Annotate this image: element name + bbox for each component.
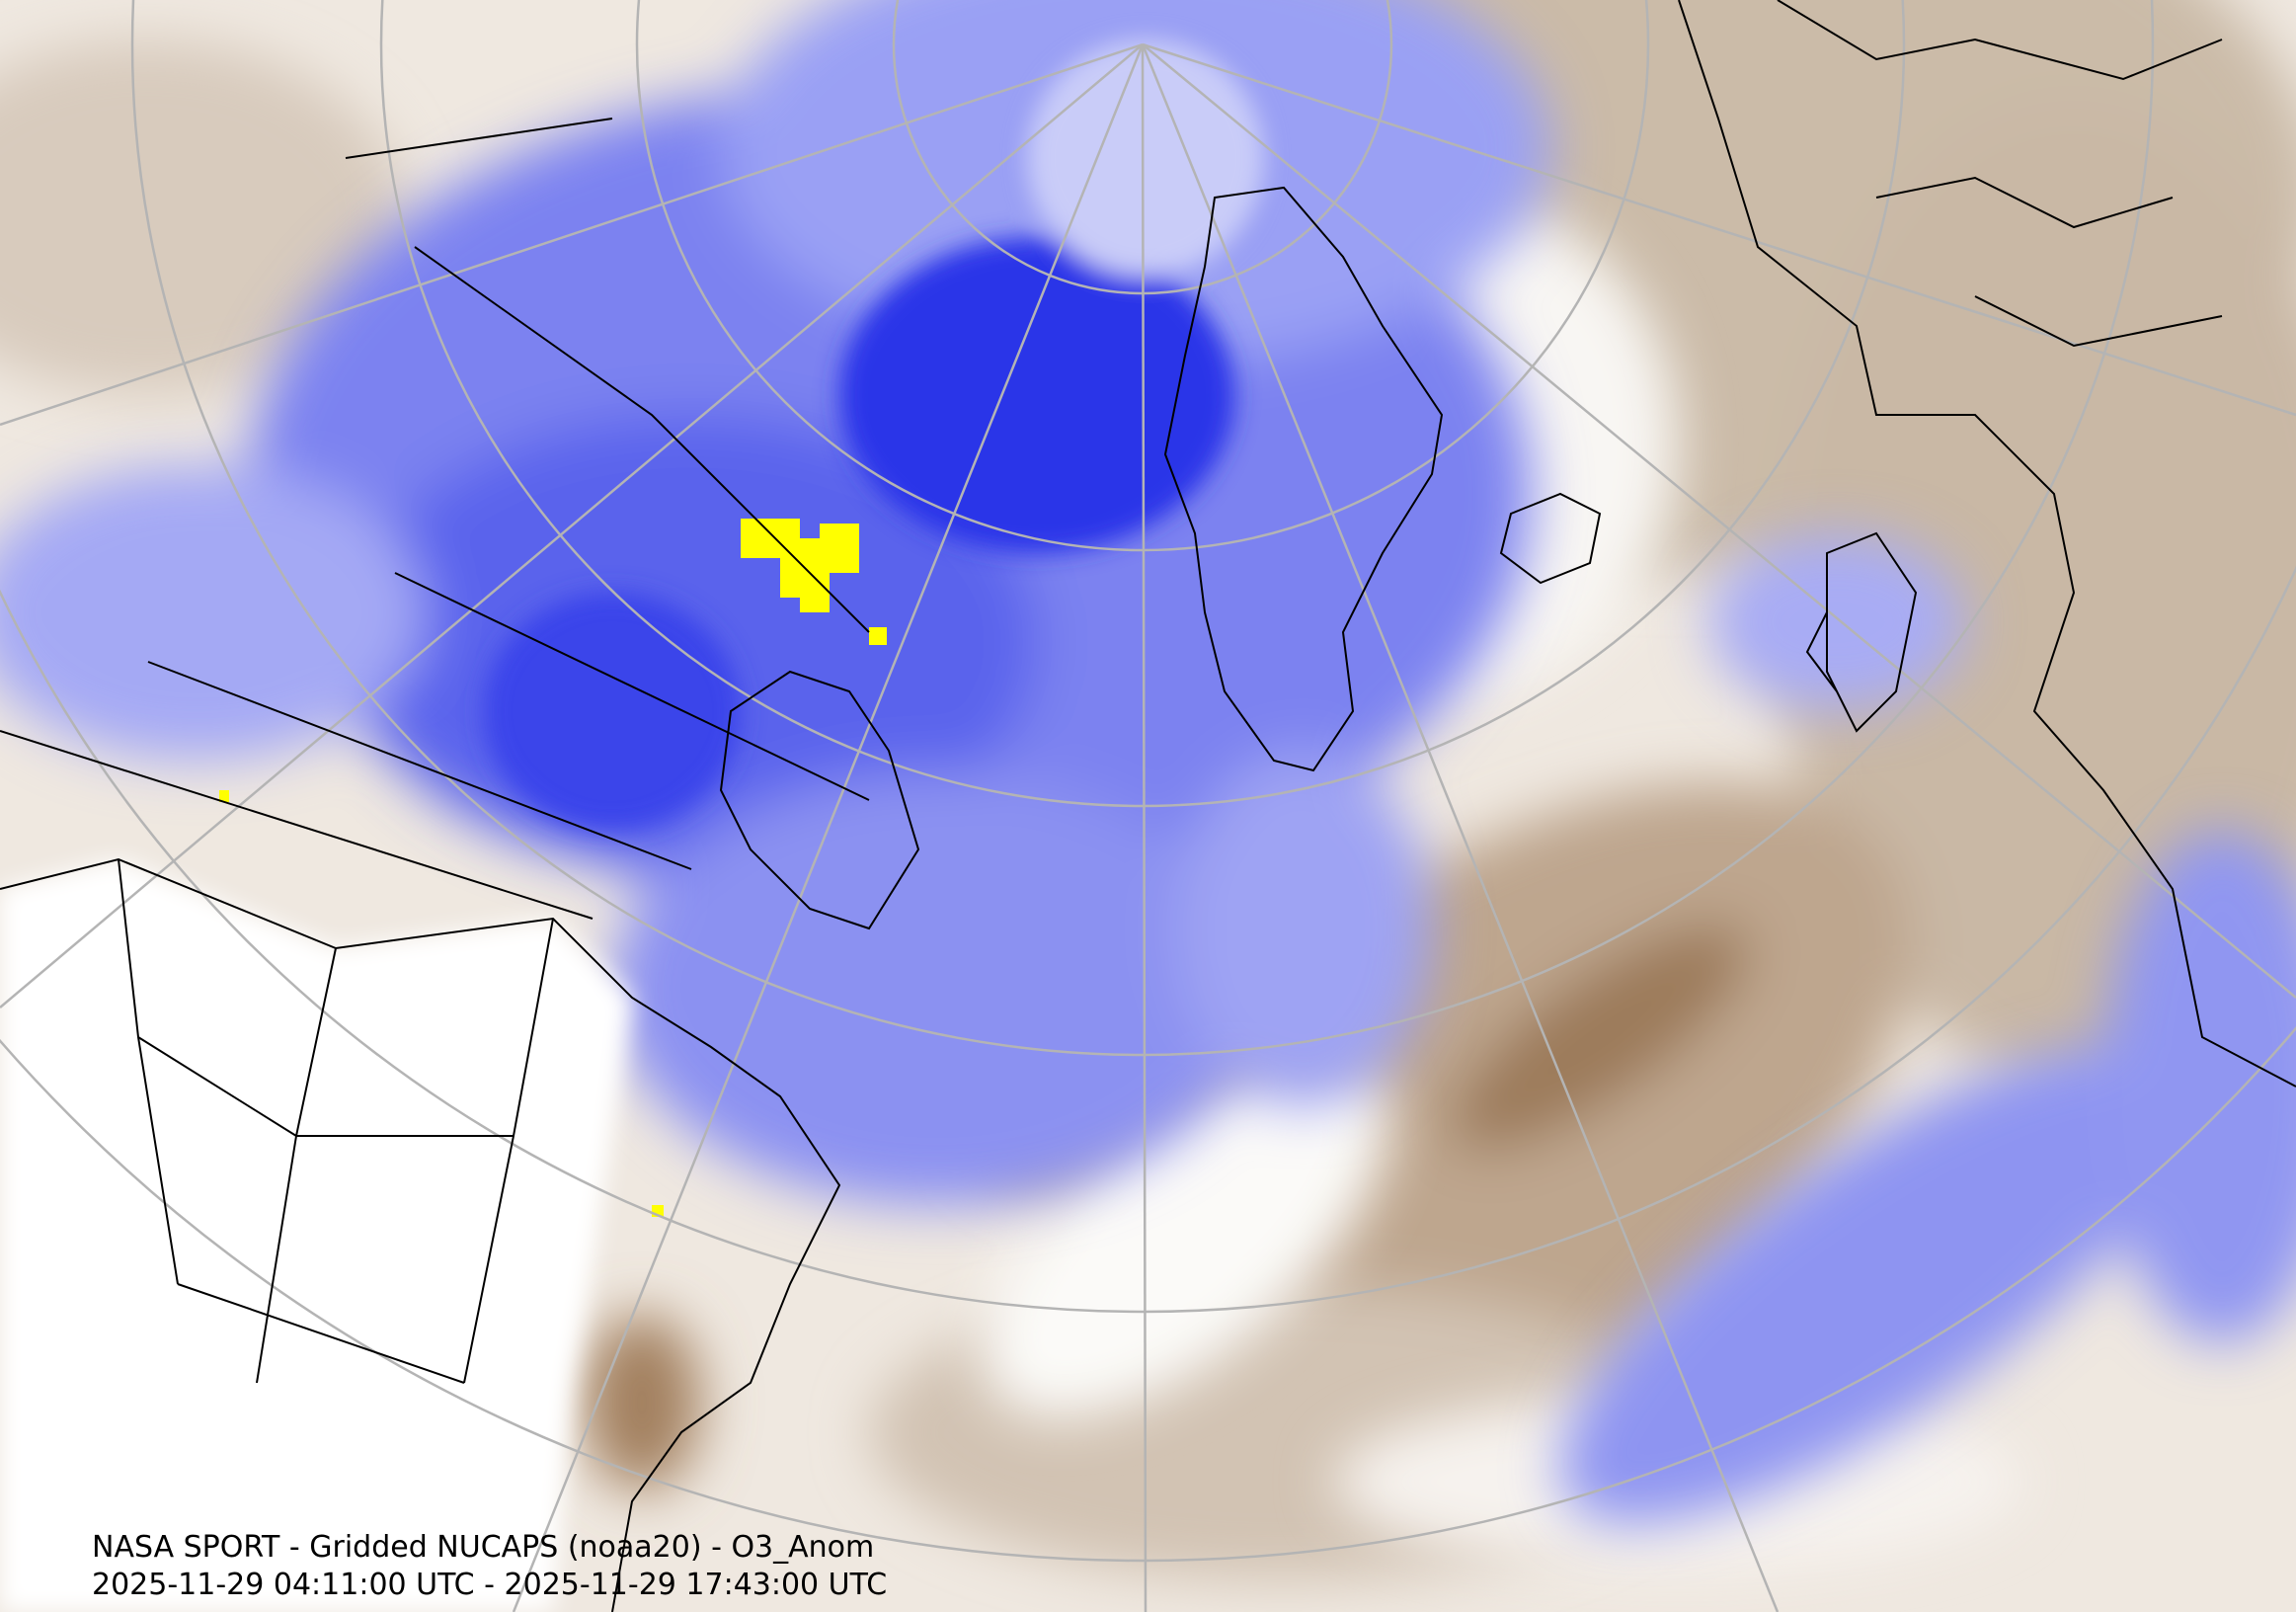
europe-coast [1678, 0, 2296, 1088]
time-range: 2025-11-29 04:11:00 UTC - 2025-11-29 17:… [92, 1568, 887, 1602]
province-lines [0, 118, 870, 920]
british-isles [1805, 531, 1918, 733]
hudson-bay [719, 670, 920, 930]
strong-blue-core [484, 40, 1264, 830]
no-data-region [0, 859, 632, 1612]
greenland [1163, 186, 1444, 772]
state-lines [118, 858, 554, 1384]
european-borders [1777, 0, 2223, 348]
map-title: NASA SPORT - Gridded NUCAPS (noaa20) - O… [92, 1530, 874, 1565]
iceland [1499, 492, 1602, 585]
